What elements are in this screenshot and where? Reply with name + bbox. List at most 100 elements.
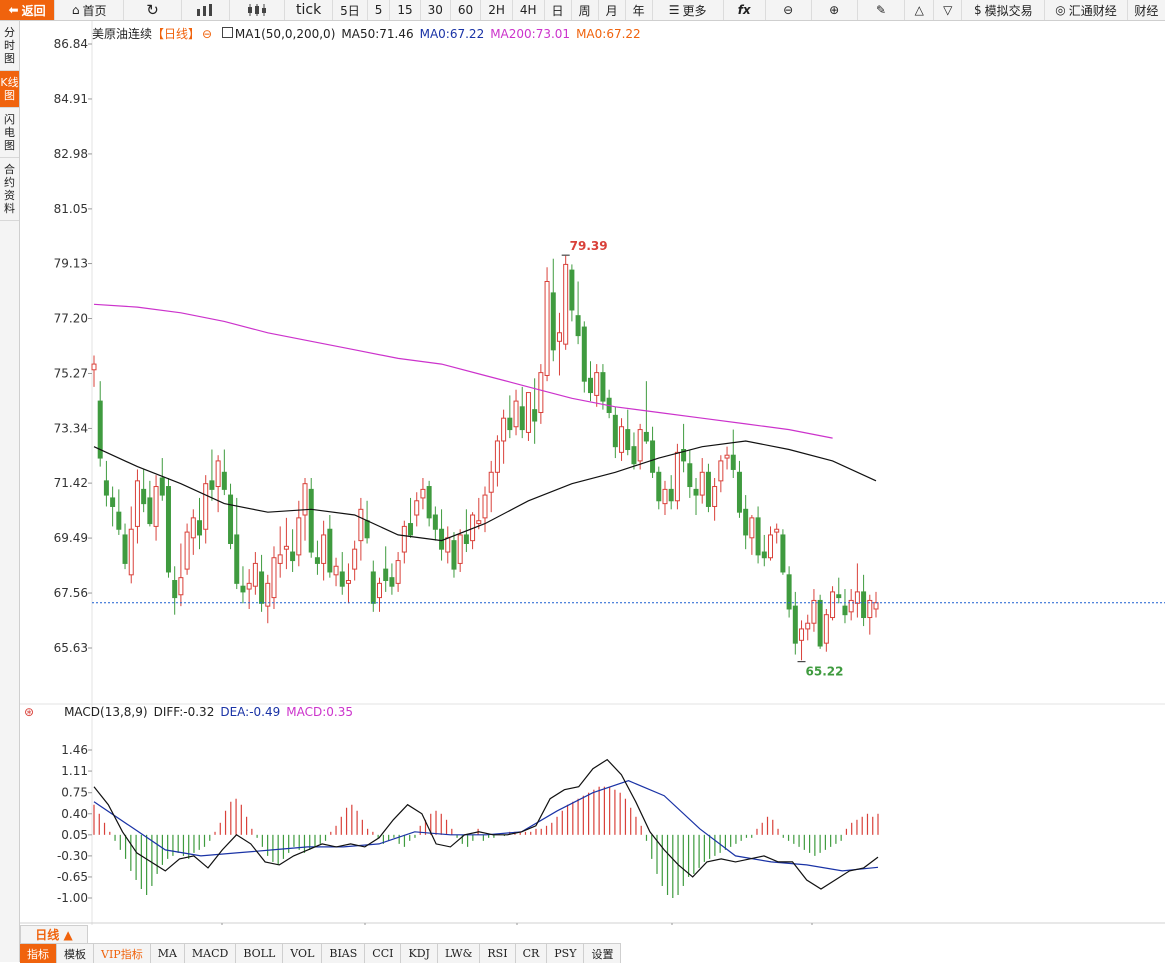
candle <box>234 497 240 590</box>
candle-body <box>482 494 488 519</box>
indicator-tab-3[interactable]: MA <box>151 944 185 963</box>
candle-body <box>352 548 358 570</box>
period-60m[interactable]: 60 <box>451 0 482 20</box>
up-button[interactable]: △ <box>905 0 934 20</box>
macd-diff: DIFF:-0.32 <box>153 705 215 719</box>
candle-body <box>730 454 736 470</box>
candle-body <box>687 463 693 488</box>
back-button[interactable]: ⬅ 返回 <box>0 0 56 20</box>
refresh-button[interactable]: ↻ <box>124 0 182 20</box>
price-tick-label: 81.05 <box>54 202 88 216</box>
candle-body <box>619 426 625 453</box>
indicator-tab-9[interactable]: KDJ <box>401 944 438 963</box>
price-tick-label: 77.20 <box>54 312 88 326</box>
candle <box>358 497 364 561</box>
low-label: 65.22 <box>806 665 844 679</box>
candle <box>805 614 811 641</box>
candle-body <box>333 565 339 576</box>
candle <box>451 532 457 578</box>
indicator-tab-8[interactable]: CCI <box>365 944 402 963</box>
period-selector[interactable]: 日线 ▲ <box>20 925 88 944</box>
candle <box>395 552 401 592</box>
candle-body <box>799 628 805 641</box>
candle-body <box>103 480 109 496</box>
period-day[interactable]: 日 <box>545 0 572 20</box>
indicator-tab-6[interactable]: VOL <box>283 944 323 963</box>
candle-body <box>296 517 302 556</box>
sim-trade-button[interactable]: $ 模拟交易 <box>962 0 1046 20</box>
period-2h[interactable]: 2H <box>481 0 513 20</box>
candle-style-button[interactable] <box>230 0 286 20</box>
huitong-button[interactable]: ◎ 汇通财经 <box>1045 0 1128 20</box>
indicator-tab-12[interactable]: CR <box>516 944 548 963</box>
indicator-tab-7[interactable]: BIAS <box>322 944 366 963</box>
price-legend: 美原油连续【日线】 ⊖ MA1(50,0,200,0) MA50:71.46 MA0:… <box>92 25 647 42</box>
indicator-tab-10[interactable]: LW& <box>438 944 481 963</box>
legend-name: 美原油连续 <box>92 27 153 41</box>
candle-body <box>228 494 234 544</box>
candle <box>314 540 320 575</box>
period-15m[interactable]: 15 <box>390 0 421 20</box>
candle <box>830 586 836 621</box>
down-button[interactable]: ▽ <box>934 0 963 20</box>
finance-label: 财经 <box>1134 3 1159 18</box>
axes: 86.84 84.91 82.98 81.05 79.13 77.20 75.27 73.34… <box>54 37 813 925</box>
candle <box>861 574 867 627</box>
indicator-tab-11[interactable]: RSI <box>480 944 516 963</box>
candle-body <box>656 471 662 502</box>
formula-button[interactable]: fx <box>724 0 766 20</box>
candle <box>755 506 761 564</box>
indicator-tab-2[interactable]: VIP指标 <box>94 944 151 963</box>
macd-settings-icon[interactable]: ⊛ <box>24 705 35 719</box>
period-5m[interactable]: 5 <box>368 0 391 20</box>
period-5d[interactable]: 5日 <box>333 0 368 20</box>
period-4h[interactable]: 4H <box>513 0 545 20</box>
candle-body <box>209 480 215 490</box>
candle-body <box>364 520 370 539</box>
period-30m[interactable]: 30 <box>421 0 451 20</box>
period-year[interactable]: 年 <box>626 0 653 20</box>
candle-body <box>705 471 711 507</box>
macd-legend: ⊛ MACD(13,8,9) DIFF:-0.32 DEA:-0.49 MACD:0.3… <box>24 705 359 719</box>
tab-timeshare[interactable]: 分时图 <box>0 21 19 71</box>
indicator-tab-1[interactable]: 模板 <box>57 944 94 963</box>
candle-body <box>643 431 649 442</box>
tab-flash[interactable]: 闪电图 <box>0 108 19 158</box>
candle-body <box>525 392 531 433</box>
kline-chart-button[interactable] <box>182 0 230 20</box>
home-button[interactable]: ⌂ 首页 <box>55 0 125 20</box>
candle-body <box>432 514 438 530</box>
candle-body <box>283 545 289 550</box>
indicator-tab-13[interactable]: PSY <box>547 944 585 963</box>
finance-button[interactable]: 财经 <box>1128 0 1165 20</box>
candle <box>507 395 513 439</box>
draw-button[interactable]: ✎ <box>858 0 906 20</box>
candle <box>799 620 805 661</box>
candle-body <box>197 520 203 536</box>
period-week[interactable]: 周 <box>572 0 599 20</box>
candle-body <box>314 557 320 564</box>
indicator-tab-0[interactable]: 指标 <box>20 944 57 963</box>
more-button[interactable]: ☰ 更多 <box>653 0 724 20</box>
tab-kline[interactable]: K线图 <box>0 71 19 108</box>
tab-contract-info[interactable]: 合约资料 <box>0 158 19 221</box>
indicator-tab-14[interactable]: 设置 <box>584 944 622 963</box>
price-tick-label: 73.34 <box>54 421 88 435</box>
chart-area[interactable]: 86.84 84.91 82.98 81.05 79.13 77.20 75.27 73.34… <box>20 21 1165 925</box>
macd-value: MACD:0.35 <box>286 705 353 719</box>
candle-body <box>97 400 103 459</box>
zoom-in-button[interactable]: ⊕ <box>812 0 858 20</box>
home-icon: ⌂ <box>71 3 80 17</box>
indicator-tab-4[interactable]: MACD <box>185 944 237 963</box>
back-label: 返回 <box>21 3 46 18</box>
candle <box>786 566 792 618</box>
candle <box>712 477 718 521</box>
zoom-out-button[interactable]: ⊖ <box>766 0 812 20</box>
indicator-tab-5[interactable]: BOLL <box>236 944 284 963</box>
candle-body <box>128 528 134 576</box>
candle-body <box>792 605 798 644</box>
tick-button[interactable]: tick <box>285 0 334 20</box>
candle-body <box>836 594 842 599</box>
period-month[interactable]: 月 <box>599 0 626 20</box>
candle <box>420 477 426 510</box>
